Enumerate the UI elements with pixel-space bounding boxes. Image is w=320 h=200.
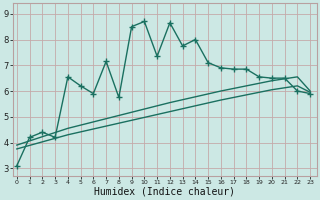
X-axis label: Humidex (Indice chaleur): Humidex (Indice chaleur) — [94, 187, 235, 197]
